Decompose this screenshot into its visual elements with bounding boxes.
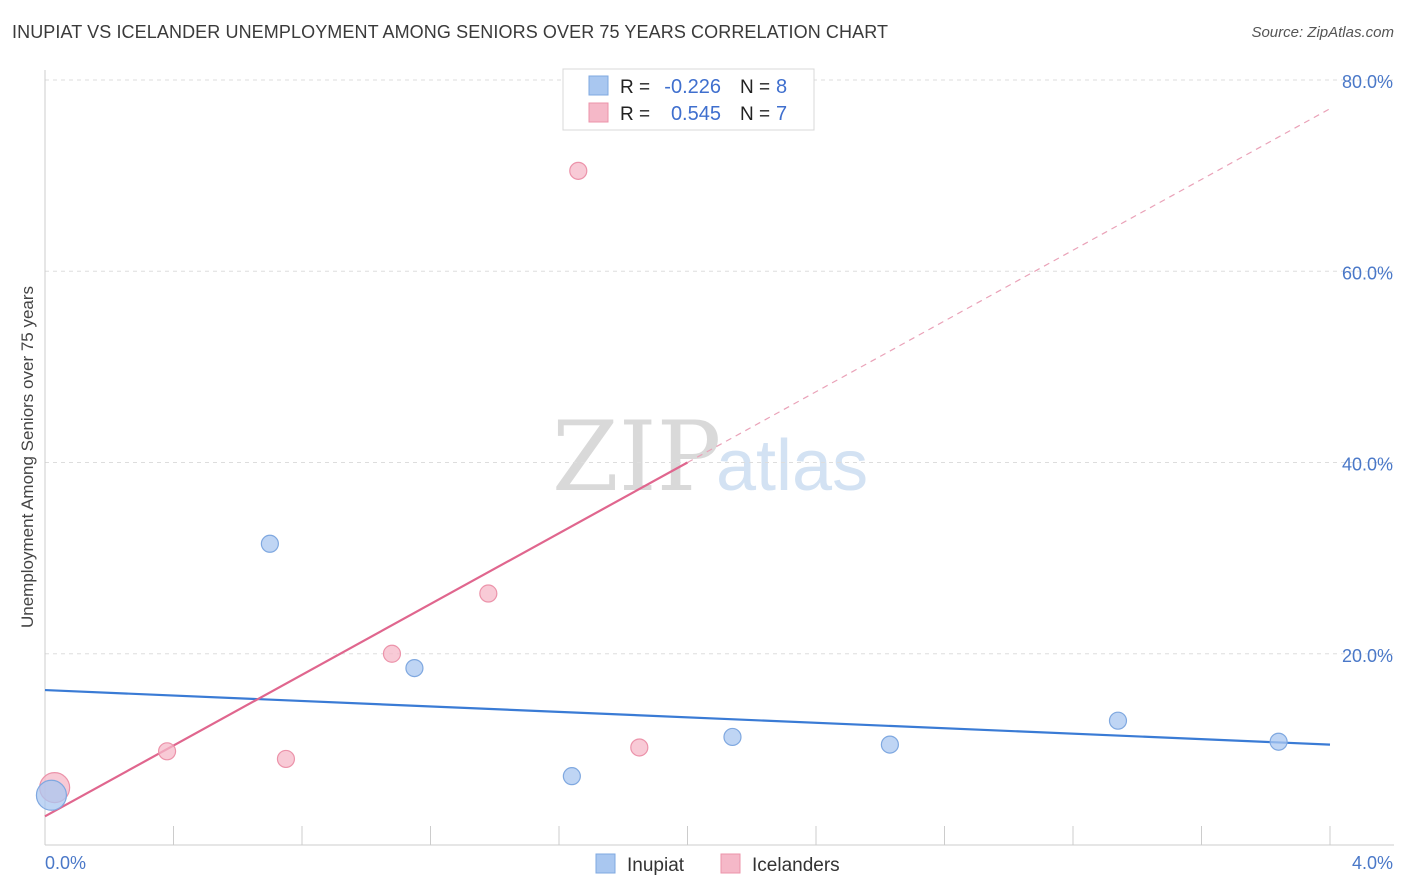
point-inupiat xyxy=(35,779,68,811)
legend-r-value-inupiat: -0.226 xyxy=(664,76,721,98)
point-inupiat xyxy=(880,735,899,754)
point-icelanders xyxy=(157,742,177,761)
trend-line-icelanders xyxy=(44,461,689,818)
legend-r-label-inupiat: R = xyxy=(620,77,650,98)
legend-n-value-inupiat: 8 xyxy=(776,76,787,98)
legend-swatch-icelanders xyxy=(588,102,609,123)
point-icelanders xyxy=(479,584,498,603)
trend-line-extension-icelanders xyxy=(687,108,1331,464)
y-tick-label: 80.0% xyxy=(1342,72,1393,92)
stats-legend: R = -0.226 N = 8 R = 0.545 N = 7 xyxy=(562,68,815,131)
point-inupiat xyxy=(562,767,581,786)
point-icelanders xyxy=(630,738,649,757)
legend-r-value-icelanders: 0.545 xyxy=(671,103,721,125)
watermark-atlas: atlas xyxy=(716,426,868,506)
trend-lines xyxy=(44,108,1331,818)
gridlines xyxy=(45,79,1394,655)
point-inupiat xyxy=(1108,711,1128,730)
x-tick-label-max: 4.0% xyxy=(1352,853,1393,873)
series-legend-label-inupiat: Inupiat xyxy=(627,855,685,876)
point-icelanders xyxy=(569,161,588,180)
y-axis-label: Unemployment Among Seniors over 75 years xyxy=(18,286,37,628)
series-legend-swatch-icelanders xyxy=(720,853,741,874)
x-tick-label-min: 0.0% xyxy=(45,853,86,873)
point-inupiat xyxy=(260,534,279,553)
legend-swatch-inupiat xyxy=(588,75,609,96)
source-credit: Source: ZipAtlas.com xyxy=(1251,24,1394,41)
data-points xyxy=(35,161,1288,811)
trend-line-inupiat xyxy=(44,688,1331,746)
chart-title: INUPIAT VS ICELANDER UNEMPLOYMENT AMONG … xyxy=(12,22,889,42)
point-icelanders xyxy=(276,749,296,769)
watermark-zip: ZIP xyxy=(552,401,721,513)
y-tick-label: 60.0% xyxy=(1342,263,1393,283)
x-tick-marks xyxy=(173,826,1331,845)
point-inupiat xyxy=(405,658,424,678)
series-legend-label-icelanders: Icelanders xyxy=(752,855,840,876)
point-inupiat xyxy=(1269,732,1288,751)
point-icelanders xyxy=(382,644,402,663)
y-tick-label: 40.0% xyxy=(1342,455,1393,475)
legend-n-label-inupiat: N = xyxy=(740,77,770,98)
legend-n-value-icelanders: 7 xyxy=(776,103,787,125)
y-tick-label: 20.0% xyxy=(1342,646,1393,666)
legend-n-label-icelanders: N = xyxy=(740,104,770,125)
series-legend-swatch-inupiat xyxy=(595,853,616,874)
y-tick-labels: 20.0% 40.0% 60.0% 80.0% xyxy=(1342,72,1393,666)
legend-r-label-icelanders: R = xyxy=(620,104,650,125)
point-inupiat xyxy=(723,727,742,747)
series-legend: Inupiat Icelanders xyxy=(595,853,840,876)
